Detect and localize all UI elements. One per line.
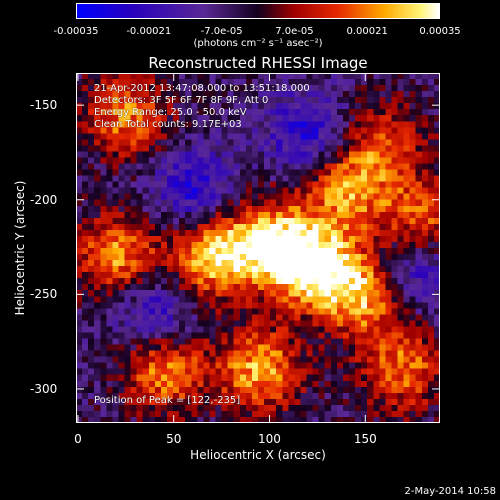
x-tick-label: 150 — [353, 432, 377, 446]
x-tick-label: 0 — [74, 432, 82, 446]
annotation-counts: Clean Total counts: 9.17E+03 — [94, 119, 242, 130]
heatmap-image — [76, 73, 440, 423]
annotation-detectors: Detectors: 3F 5F 6F 7F 8F 9F, Att 0 — [94, 95, 269, 106]
y-tick-label: -300 — [30, 381, 58, 396]
colorbar-tick-label: 0.00021 — [346, 26, 388, 37]
plot-frame — [76, 73, 440, 423]
colorbar-tick-label: -0.00035 — [53, 26, 99, 37]
plot-border — [76, 73, 440, 423]
footer-timestamp: 2-May-2014 10:58 — [404, 486, 496, 497]
colorbar — [76, 3, 440, 19]
annotation-energy: Energy Range: 25.0 - 50.0 keV — [94, 107, 247, 118]
x-tick-label: 100 — [258, 432, 281, 446]
colorbar-tick-label: 7.0e-05 — [275, 26, 314, 37]
y-tick-label: -250 — [30, 287, 58, 302]
colorbar-tick-label: -7.0e-05 — [200, 26, 243, 37]
colorbar-tick-label: 0.00035 — [419, 26, 461, 37]
y-axis-label: Heliocentric Y (arcsec) — [13, 180, 27, 316]
annotation-time: 21-Apr-2012 13:47:08.000 to 13:51:18.000 — [94, 83, 310, 94]
x-axis-label: Heliocentric X (arcsec) — [190, 448, 326, 462]
y-tick-label: -200 — [30, 192, 58, 207]
colorbar-unit: (photons cm⁻² s⁻¹ asec⁻²) — [193, 38, 323, 49]
chart-title: Reconstructed RHESSI Image — [148, 54, 368, 72]
y-tick-label: -150 — [30, 98, 58, 113]
peak-label: Position of Peak = [122,-235] — [94, 395, 241, 406]
colorbar-tick-label: -0.00021 — [126, 26, 172, 37]
plot-area: 21-Apr-2012 13:47:08.000 to 13:51:18.000… — [76, 73, 440, 423]
x-tick-label: 50 — [166, 432, 182, 446]
